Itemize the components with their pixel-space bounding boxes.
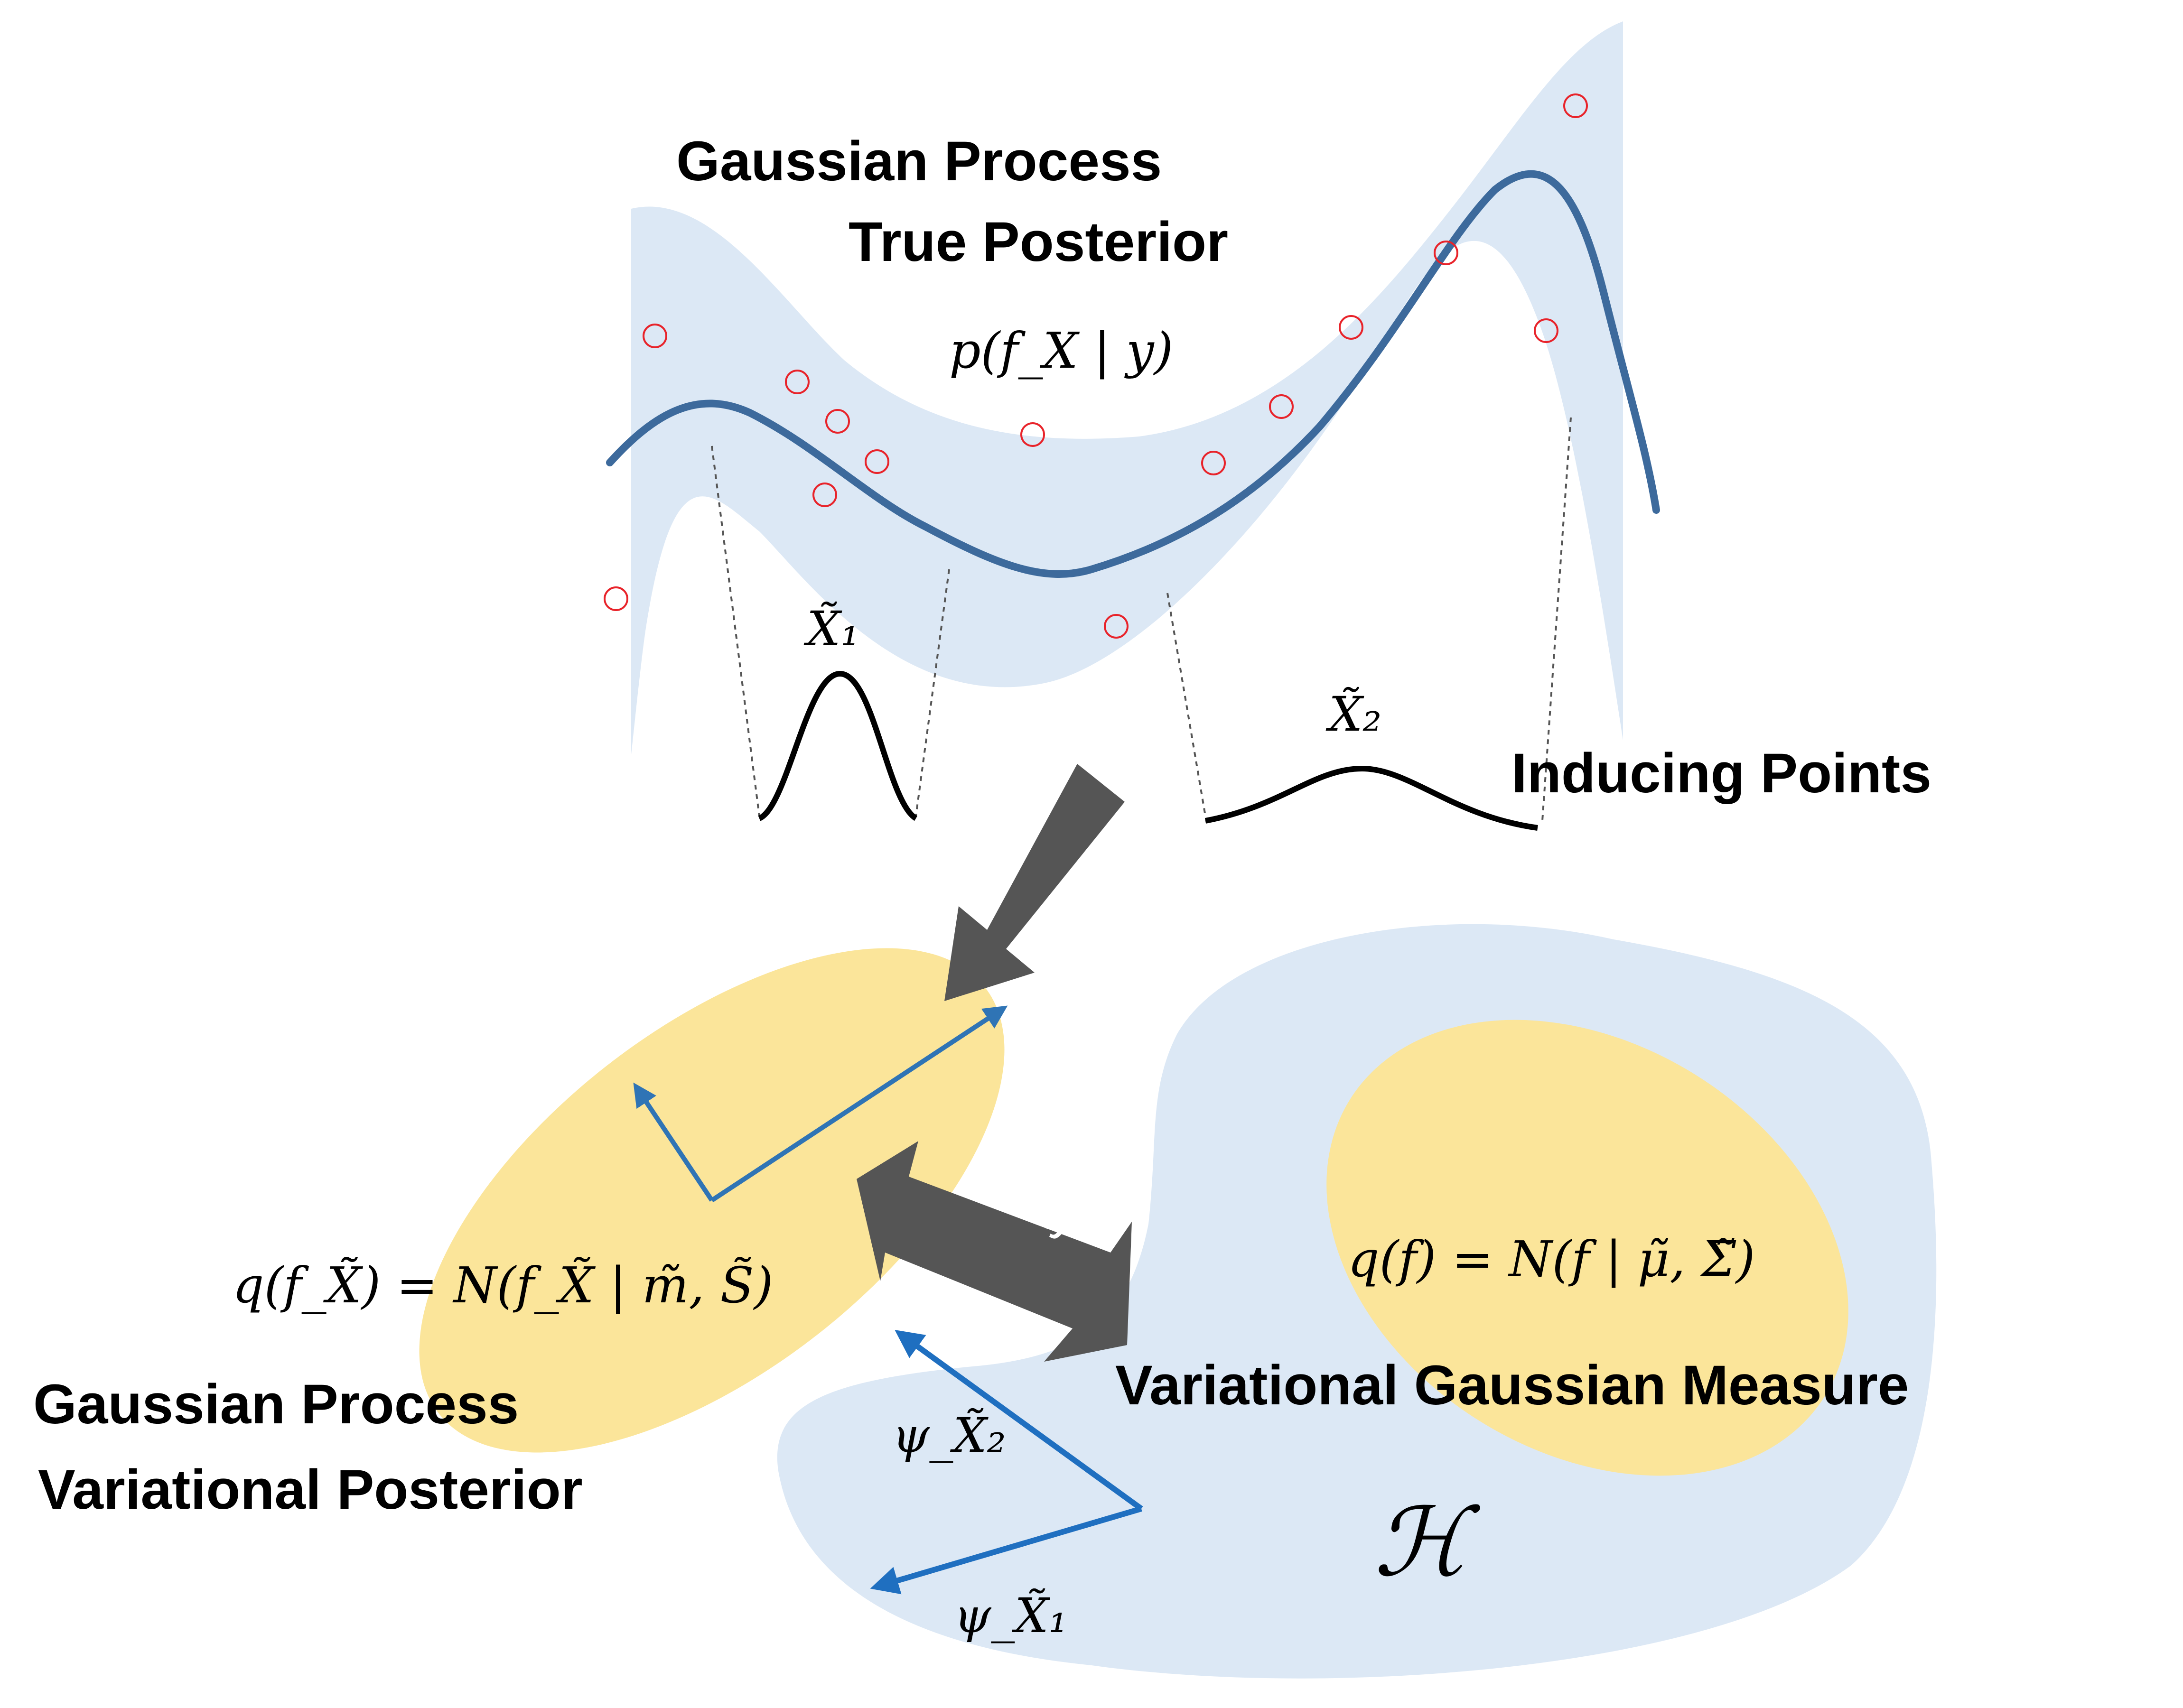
observation-point — [1020, 422, 1045, 447]
observation-point — [604, 586, 628, 611]
observations — [604, 93, 1588, 639]
true-posterior-title-line1: Gaussian Process — [676, 130, 1162, 193]
variational-posterior-title-line1: Gaussian Process — [33, 1373, 519, 1436]
variational-measure-ellipse — [1326, 1020, 1848, 1476]
observation-point — [865, 449, 889, 474]
observation-point — [1434, 241, 1458, 265]
observation-point — [1563, 93, 1588, 118]
duality-arrow: duality — [857, 1141, 1132, 1362]
posterior-basis-arrows — [633, 1005, 1008, 1203]
observation-point — [1534, 318, 1558, 343]
observation-point — [825, 409, 850, 434]
variational-posterior-title-line2: Variational Posterior — [38, 1458, 583, 1521]
hilbert-space-symbol: ℋ — [1374, 1487, 1481, 1598]
inducing-guide-lines — [711, 417, 1572, 821]
psi-label-x1: ψ_X̃₁ — [954, 1588, 1068, 1643]
true-posterior-formula: p(f_X | y) — [949, 322, 1173, 380]
observation-point — [1269, 394, 1294, 419]
observation-point — [643, 324, 667, 348]
variational-measure-formula: q(f) = N(f | μ̃, Σ̃) — [1348, 1230, 1755, 1288]
inducing-label-x2: X̃₂ — [1325, 687, 1381, 742]
observation-point — [785, 370, 810, 394]
inducing-distribution-x2 — [1204, 765, 1538, 831]
variational-posterior-formula: q(f_X̃) = N(f_X̃ | m̃, S̃) — [233, 1256, 773, 1314]
true-posterior-title-line2: True Posterior — [849, 211, 1228, 273]
variational-measure-title: Variational Gaussian Measure — [1115, 1354, 1909, 1417]
inducing-distribution-x1 — [757, 670, 918, 821]
inducing-points-title: Inducing Points — [1511, 742, 1931, 805]
psi-basis-arrows — [870, 1329, 1143, 1595]
observation-point — [1104, 614, 1129, 639]
inducing-points-group: X̃₁ X̃₂ Inducing Points — [757, 601, 1931, 831]
observation-point — [812, 483, 837, 507]
inducing-label-x1: X̃₁ — [803, 601, 859, 657]
observation-point — [1339, 315, 1363, 340]
posterior-mean-curve — [606, 170, 1660, 578]
psi-label-x2: ψ_X̃₂ — [892, 1408, 1006, 1463]
true-posterior-group: Gaussian Process True Posterior p(f_X | … — [604, 21, 1660, 821]
observation-point — [1201, 451, 1226, 475]
posterior-uncertainty-band — [631, 21, 1623, 754]
